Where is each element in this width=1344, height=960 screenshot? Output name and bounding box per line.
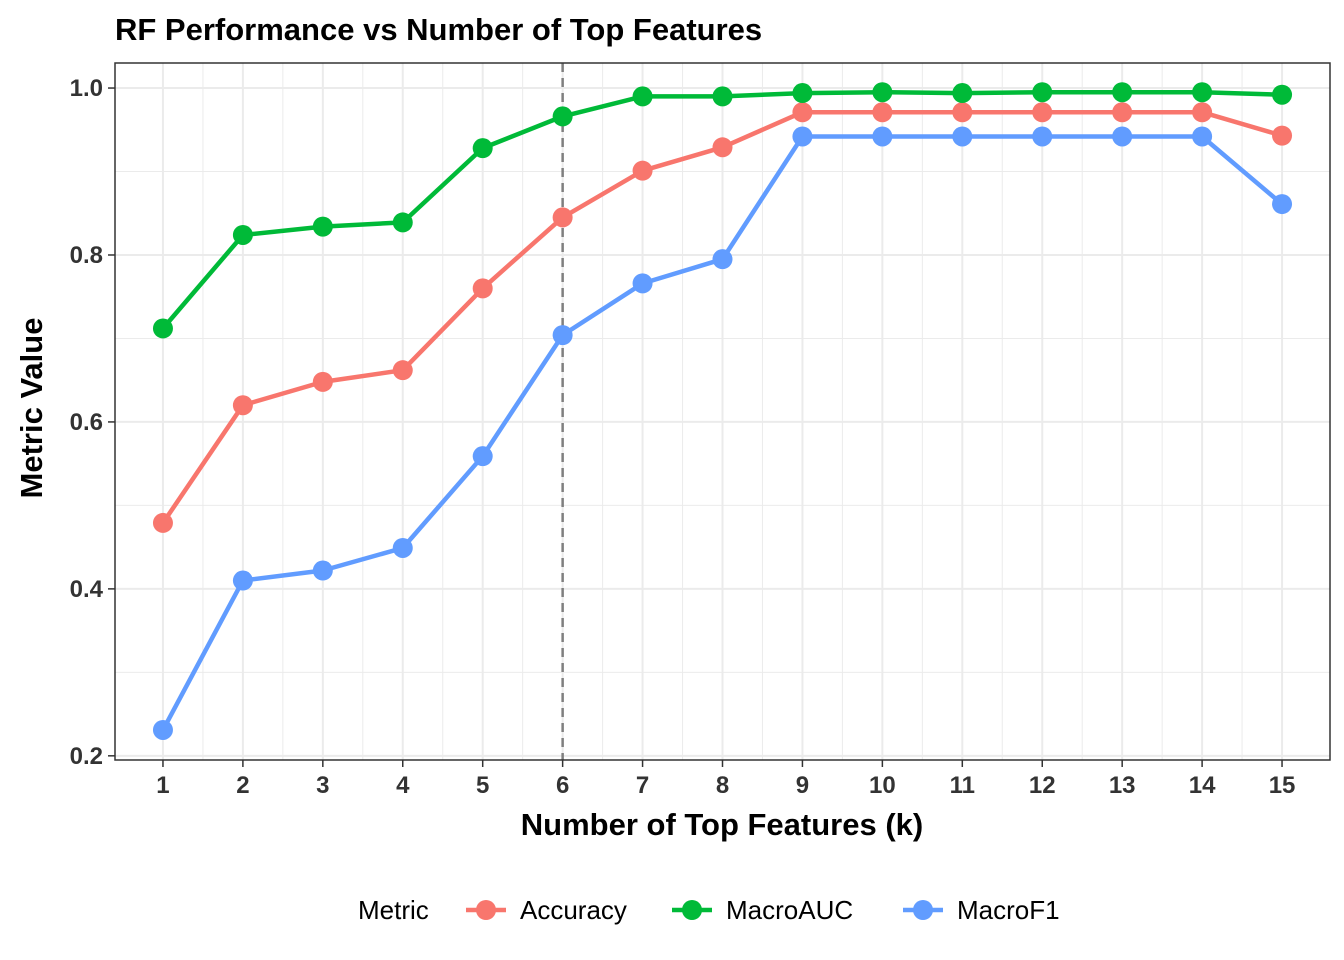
point-accuracy [152,512,173,533]
point-macrof1 [632,273,653,294]
legend-label-macrof1: MacroF1 [957,895,1060,925]
x-tick-label: 11 [950,772,975,799]
x-tick-label: 13 [1109,772,1136,799]
point-accuracy [392,360,413,381]
legend-key-point-accuracy [476,900,496,920]
point-macroauc [1192,82,1213,103]
point-macroauc [1032,82,1053,103]
x-tick-label: 5 [476,772,489,799]
y-axis-title: Metric Value [14,318,49,499]
point-macroauc [552,106,573,127]
point-macroauc [632,86,653,107]
point-accuracy [1192,102,1213,123]
x-tick-label: 10 [869,772,896,799]
point-macrof1 [952,126,973,147]
point-accuracy [632,160,653,181]
point-macrof1 [712,249,733,270]
legend-key-point-macroauc [682,900,702,920]
point-macrof1 [1032,126,1053,147]
x-tick-label: 12 [1029,772,1056,799]
point-accuracy [552,207,573,228]
point-macrof1 [472,446,493,467]
point-macrof1 [792,126,813,147]
point-macroauc [792,83,813,104]
y-tick-label: 0.4 [70,576,104,603]
point-macroauc [232,224,253,245]
y-tick-label: 0.8 [70,242,103,269]
point-macrof1 [392,537,413,558]
x-tick-label: 1 [156,772,169,799]
legend: Metric Accuracy MacroAUC MacroF1 [358,895,1060,925]
point-accuracy [792,102,813,123]
chart-title: RF Performance vs Number of Top Features [115,12,762,47]
x-tick-label: 7 [636,772,649,799]
point-accuracy [1112,102,1133,123]
point-macroauc [392,212,413,233]
point-macrof1 [312,560,333,581]
legend-key-point-macrof1 [913,900,933,920]
y-tick-label: 0.6 [70,409,103,436]
point-macrof1 [872,126,893,147]
point-macrof1 [1272,194,1293,215]
point-accuracy [872,102,893,123]
x-tick-label: 14 [1189,772,1216,799]
point-macrof1 [152,719,173,740]
point-macroauc [1112,82,1133,103]
point-macroauc [952,83,973,104]
point-macrof1 [1192,126,1213,147]
point-macroauc [712,86,733,107]
point-macroauc [1272,84,1293,105]
x-axis-title: Number of Top Features (k) [521,807,923,842]
point-macroauc [152,318,173,339]
y-tick-label: 1.0 [70,75,103,102]
point-macroauc [472,138,493,159]
point-accuracy [952,102,973,123]
x-tick-label: 6 [556,772,569,799]
y-tick-label: 0.2 [70,743,103,770]
point-macrof1 [232,570,253,591]
point-accuracy [712,137,733,158]
point-accuracy [232,395,253,416]
x-tick-label: 9 [796,772,809,799]
point-accuracy [1032,102,1053,123]
point-accuracy [1272,125,1293,146]
legend-label-accuracy: Accuracy [520,895,627,925]
x-tick-label: 8 [716,772,729,799]
x-tick-label: 15 [1269,772,1296,799]
legend-title: Metric [358,895,429,925]
plot-area: 1 2 3 4 5 6 7 8 9 10 11 12 13 14 150.20.40.60.81.0 [70,62,1331,799]
point-macrof1 [552,325,573,346]
point-accuracy [472,278,493,299]
point-accuracy [312,371,333,392]
legend-label-macroauc: MacroAUC [726,895,853,925]
x-tick-label: 2 [236,772,249,799]
point-macroauc [312,216,333,237]
point-macroauc [872,82,893,103]
point-macrof1 [1112,126,1133,147]
x-tick-label: 3 [316,772,329,799]
x-tick-label: 4 [396,772,410,799]
